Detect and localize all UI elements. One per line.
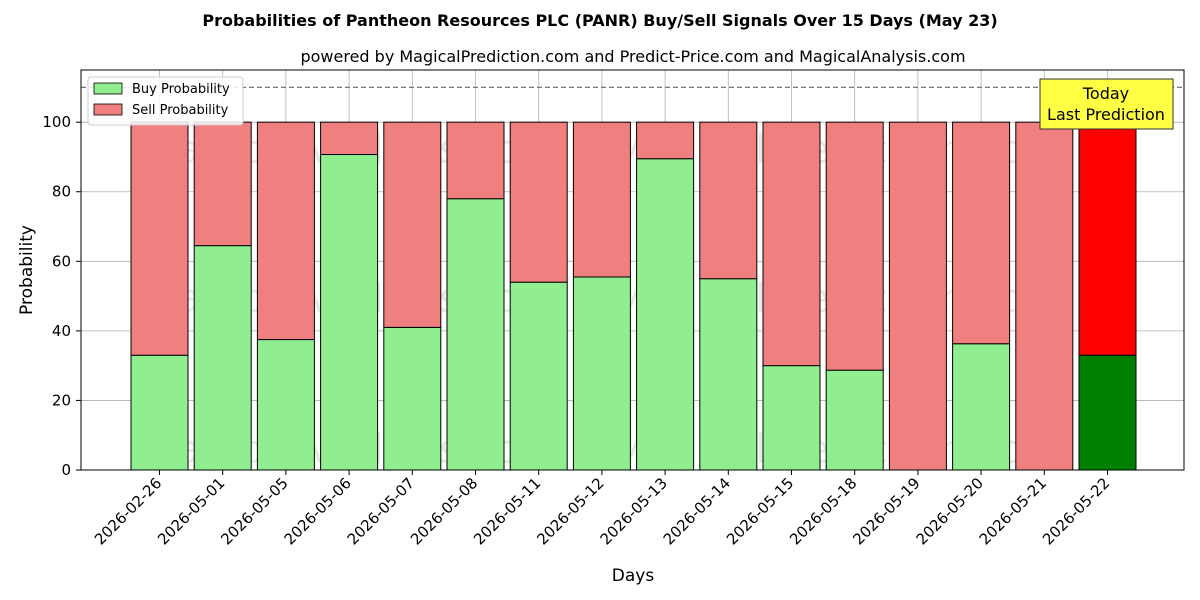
x-tick-label: 2026-05-06 bbox=[281, 474, 355, 548]
bar-sell bbox=[636, 121, 695, 160]
bar-buy bbox=[256, 339, 315, 471]
today-annotation: Today Last Prediction bbox=[1039, 78, 1174, 130]
bar-buy bbox=[1078, 354, 1137, 471]
legend: Buy Probability Sell Probability bbox=[87, 76, 244, 126]
today-annotation-line2: Last Prediction bbox=[1047, 105, 1165, 124]
legend-swatch-buy bbox=[93, 82, 123, 95]
chart-subtitle: powered by MagicalPrediction.com and Pre… bbox=[300, 47, 965, 66]
bar-buy bbox=[193, 245, 252, 471]
x-tick-label: 2026-05-12 bbox=[533, 474, 607, 548]
today-annotation-line1: Today bbox=[1082, 84, 1129, 103]
x-tick-label: 2026-05-15 bbox=[723, 474, 797, 548]
bar-sell bbox=[1078, 121, 1137, 356]
plot-frame bbox=[80, 69, 1185, 471]
bar-buy bbox=[636, 158, 695, 471]
x-tick-label: 2026-05-19 bbox=[849, 474, 923, 548]
bar-sell bbox=[193, 121, 252, 247]
x-axis-title: Days bbox=[612, 566, 655, 586]
bar-sell bbox=[383, 121, 442, 328]
bar-buy bbox=[825, 369, 884, 471]
bar-sell bbox=[952, 121, 1011, 345]
legend-swatch-sell bbox=[93, 103, 123, 116]
x-tick-label: 2026-05-11 bbox=[470, 474, 544, 548]
bar-sell bbox=[256, 121, 315, 341]
bar-sell bbox=[888, 121, 947, 471]
bar-buy bbox=[952, 343, 1011, 471]
y-tick-label: 40 bbox=[52, 322, 71, 340]
bar-buy bbox=[320, 154, 379, 471]
y-tick-label: 100 bbox=[42, 113, 71, 131]
x-tick-label: 2026-05-13 bbox=[597, 474, 671, 548]
bar-buy bbox=[383, 326, 442, 471]
legend-label-buy: Buy Probability bbox=[132, 82, 230, 97]
x-tick-label: 2026-05-08 bbox=[407, 474, 481, 548]
x-tick-label: 2026-05-20 bbox=[913, 474, 987, 548]
y-axis-title: Probability bbox=[17, 225, 37, 315]
bar-sell bbox=[320, 121, 379, 156]
legend-box bbox=[87, 76, 244, 126]
bar-sell bbox=[572, 121, 631, 278]
x-tick-label: 2026-05-22 bbox=[1039, 474, 1113, 548]
bar-sell bbox=[446, 121, 505, 200]
x-tick-label: 2026-02-26 bbox=[91, 474, 165, 548]
bar-buy bbox=[446, 198, 505, 471]
bars bbox=[130, 121, 1137, 471]
bar-buy bbox=[572, 276, 631, 471]
y-tick-label: 60 bbox=[52, 252, 71, 270]
bar-buy bbox=[130, 354, 189, 471]
bar-sell bbox=[825, 121, 884, 371]
y-tick-label: 0 bbox=[61, 461, 71, 479]
bar-sell bbox=[699, 121, 758, 280]
x-tick-label: 2026-05-05 bbox=[217, 474, 291, 548]
x-tick-label: 2026-05-07 bbox=[344, 474, 418, 548]
today-annotation-box bbox=[1039, 78, 1174, 130]
x-tick-label: 2026-05-21 bbox=[976, 474, 1050, 548]
y-tick-label: 20 bbox=[52, 391, 71, 409]
x-tick-label: 2026-05-01 bbox=[154, 474, 228, 548]
bar-sell bbox=[509, 121, 568, 283]
bar-buy bbox=[509, 281, 568, 471]
y-tick-label: 80 bbox=[52, 183, 71, 201]
chart-title: Probabilities of Pantheon Resources PLC … bbox=[202, 11, 997, 30]
bar-sell bbox=[762, 121, 821, 367]
legend-label-sell: Sell Probability bbox=[132, 103, 229, 118]
x-tick-label: 2026-05-18 bbox=[786, 474, 860, 548]
bar-sell bbox=[1015, 121, 1074, 471]
x-tick-label: 2026-05-14 bbox=[660, 474, 734, 548]
bar-buy bbox=[699, 278, 758, 471]
bar-sell bbox=[130, 121, 189, 356]
bar-buy bbox=[762, 365, 821, 471]
